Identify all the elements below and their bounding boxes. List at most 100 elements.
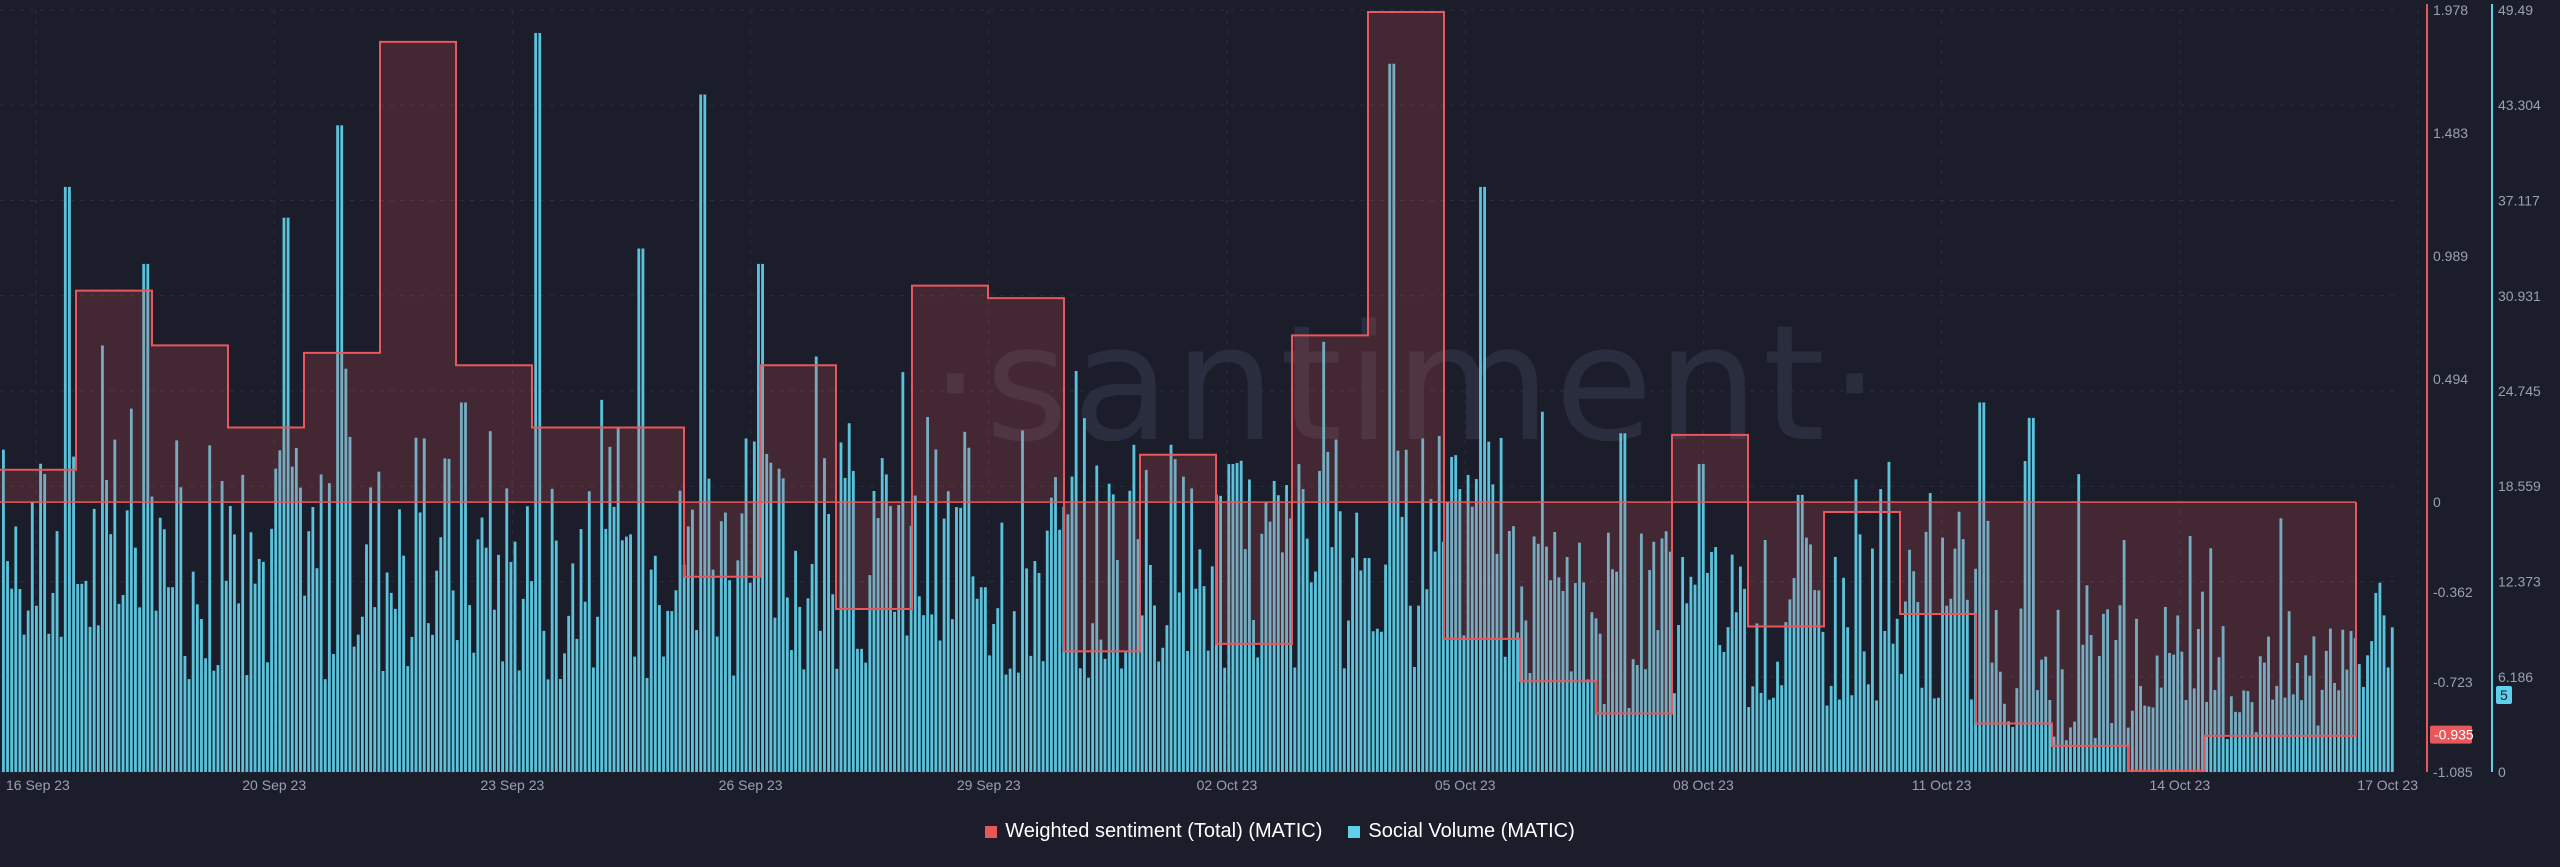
social-volume-bar [2254, 732, 2258, 772]
social-volume-bar [1722, 651, 1726, 772]
social-volume-bar [1128, 490, 1132, 772]
social-volume-bar [670, 611, 674, 772]
social-volume-bar [1796, 494, 1800, 772]
social-volume-bar [484, 547, 488, 772]
social-volume-bar [794, 550, 797, 772]
social-volume-bar [1718, 645, 1722, 772]
social-volume-bar [1949, 598, 1953, 772]
social-volume-bar [55, 531, 59, 772]
social-volume-bar [2267, 636, 2270, 772]
legend-swatch-sentiment [985, 825, 998, 838]
social-volume-bar [884, 474, 888, 772]
social-volume-bar [158, 517, 162, 772]
social-volume-bar [1532, 536, 1536, 772]
social-volume-bar [2361, 686, 2365, 772]
social-volume-bar [600, 399, 604, 772]
x-axis-tick-label: 23 Sep 23 [480, 777, 544, 793]
social-volume-bar [1342, 668, 1346, 772]
social-volume-bar [1054, 477, 1057, 772]
social-volume-bar [1895, 618, 1899, 772]
social-volume-bar [1970, 699, 1973, 772]
social-volume-bar [2130, 710, 2134, 772]
social-volume-bar [1082, 418, 1086, 772]
social-volume-bar [1978, 402, 1982, 772]
social-volume-bar [1842, 577, 1845, 772]
x-axis-tick-label: 11 Oct 23 [1912, 777, 1972, 793]
social-volume-bar [266, 662, 269, 772]
social-volume-bar [2337, 690, 2341, 772]
social-volume-bar [2163, 606, 2167, 772]
social-volume-bar [150, 496, 154, 772]
social-volume-bar [1714, 547, 1718, 772]
social-volume-bar [814, 356, 818, 772]
social-volume-bar [620, 540, 624, 772]
social-volume-bar [550, 488, 554, 772]
social-volume-bar [1606, 532, 1610, 772]
social-volume-bar [2003, 703, 2006, 772]
social-volume-bar [1710, 551, 1713, 772]
social-volume-bar [1569, 671, 1573, 772]
social-volume-bar [785, 597, 789, 772]
social-volume-bar [975, 598, 979, 772]
social-volume-bar [2015, 688, 2019, 772]
social-volume-bar [187, 679, 191, 772]
social-volume-bar [1866, 684, 1870, 772]
social-volume-bar [880, 458, 884, 772]
social-volume-bar [1099, 639, 1103, 772]
social-volume-bar [426, 623, 430, 772]
social-volume-bar [1012, 611, 1016, 772]
social-volume-bar [1404, 449, 1408, 772]
social-volume-bar [1066, 514, 1070, 772]
social-volume-bar [1190, 488, 1194, 772]
volume-axis-tick-label: 18.559 [2498, 478, 2541, 494]
social-volume-bar [323, 679, 327, 772]
social-volume-bar [1268, 521, 1272, 772]
social-volume-bar [464, 402, 467, 772]
social-volume-bar [2184, 699, 2188, 772]
social-volume-bar [2089, 634, 2093, 772]
social-volume-bar [1252, 620, 1255, 772]
social-volume-bar [1660, 538, 1664, 772]
social-volume-bar [183, 656, 187, 772]
social-volume-bar [583, 601, 587, 772]
social-volume-bar [2122, 540, 2126, 772]
social-volume-bar [1124, 652, 1128, 772]
social-volume-bar [2242, 690, 2246, 772]
social-volume-bar [1838, 699, 1841, 772]
social-volume-bar [2031, 417, 2035, 772]
social-volume-bar [1825, 705, 1829, 772]
social-volume-bar [410, 636, 414, 772]
social-volume-bar [245, 675, 249, 772]
social-volume-bar [2188, 535, 2192, 772]
social-volume-bar [2060, 669, 2064, 772]
social-volume-bar [1380, 631, 1383, 772]
legend-item-social-volume[interactable]: Social Volume (MATIC) [1348, 820, 1575, 843]
social-volume-bar [2201, 591, 2204, 772]
volume-axis-tick-label: 49.49 [2498, 2, 2533, 18]
social-volume-bar [2172, 654, 2176, 772]
social-volume-bar [2097, 656, 2101, 772]
social-volume-bar [1021, 430, 1024, 772]
social-volume-bar [492, 609, 496, 772]
social-volume-bar [68, 186, 71, 772]
social-volume-bar [781, 478, 785, 772]
social-volume-bar [360, 616, 364, 772]
social-volume-bar [2196, 628, 2200, 772]
social-volume-bar [1743, 588, 1746, 772]
social-volume-bar [257, 558, 261, 772]
x-axis-tick-label: 14 Oct 23 [2149, 777, 2210, 793]
social-volume-bar [216, 665, 220, 772]
social-volume-bar [575, 638, 579, 772]
legend-item-weighted-sentiment[interactable]: Weighted sentiment (Total) (MATIC) [985, 820, 1322, 843]
social-volume-bar [1767, 699, 1771, 772]
social-volume-bar [1359, 570, 1363, 772]
social-volume-bar [1153, 605, 1156, 772]
social-volume-bar [1301, 489, 1305, 772]
social-volume-bar [752, 441, 756, 772]
social-volume-bar [2007, 721, 2010, 772]
social-volume-bar [488, 431, 492, 772]
social-volume-bar [1763, 539, 1767, 772]
social-volume-bar [860, 648, 864, 772]
social-volume-bar [2279, 518, 2283, 772]
social-volume-bar [1528, 673, 1532, 772]
